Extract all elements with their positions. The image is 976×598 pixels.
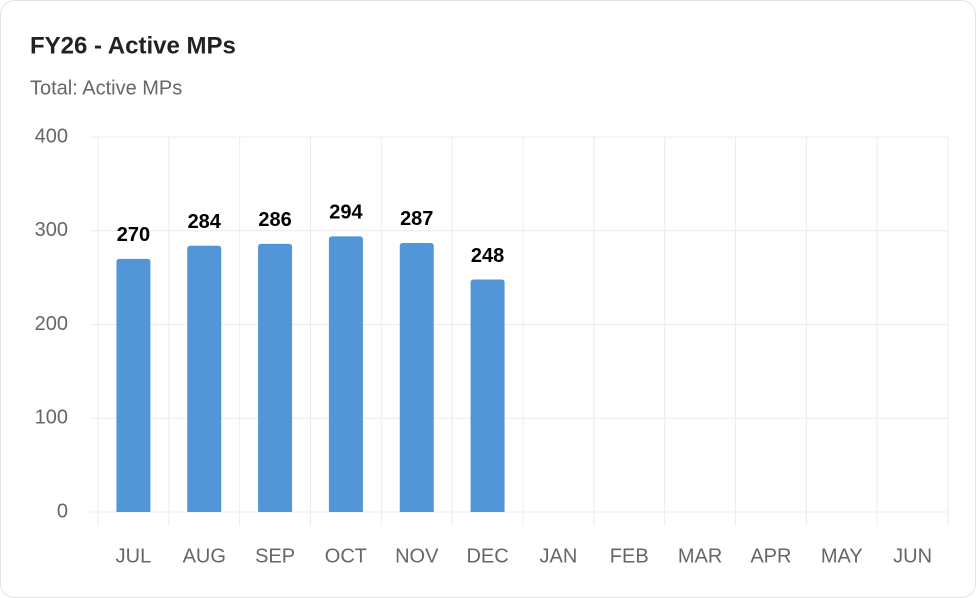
x-tick-label: DEC [466, 545, 508, 567]
x-tick-label: AUG [183, 545, 226, 567]
x-tick-label: FEB [610, 545, 649, 567]
bar [187, 245, 222, 512]
bar [470, 279, 505, 512]
y-tick-label: 0 [57, 500, 68, 522]
y-tick-label: 200 [35, 313, 68, 335]
data-label: 286 [258, 209, 291, 231]
y-tick-label: 300 [35, 219, 68, 241]
x-tick-label: JAN [540, 545, 578, 567]
data-label: 270 [117, 224, 150, 246]
bar [258, 243, 293, 512]
data-label: 284 [188, 211, 222, 233]
x-tick-label: JUN [893, 545, 932, 567]
x-tick-label: JUL [116, 545, 152, 567]
x-tick-label: MAR [678, 545, 722, 567]
y-tick-label: 400 [35, 125, 68, 147]
bar [116, 258, 151, 512]
bar [399, 242, 434, 512]
x-tick-label: SEP [255, 545, 295, 567]
chart-subtitle: Total: Active MPs [30, 77, 182, 99]
x-tick-label: APR [750, 545, 791, 567]
x-tick-label: OCT [325, 545, 367, 567]
chart-title: FY26 - Active MPs [30, 32, 236, 59]
x-tick-label: MAY [821, 545, 863, 567]
data-label: 294 [329, 202, 363, 224]
x-tick-label: NOV [395, 545, 439, 567]
bar [328, 236, 363, 512]
data-label: 287 [400, 208, 433, 230]
y-tick-label: 100 [35, 407, 68, 429]
data-label: 248 [471, 245, 504, 267]
